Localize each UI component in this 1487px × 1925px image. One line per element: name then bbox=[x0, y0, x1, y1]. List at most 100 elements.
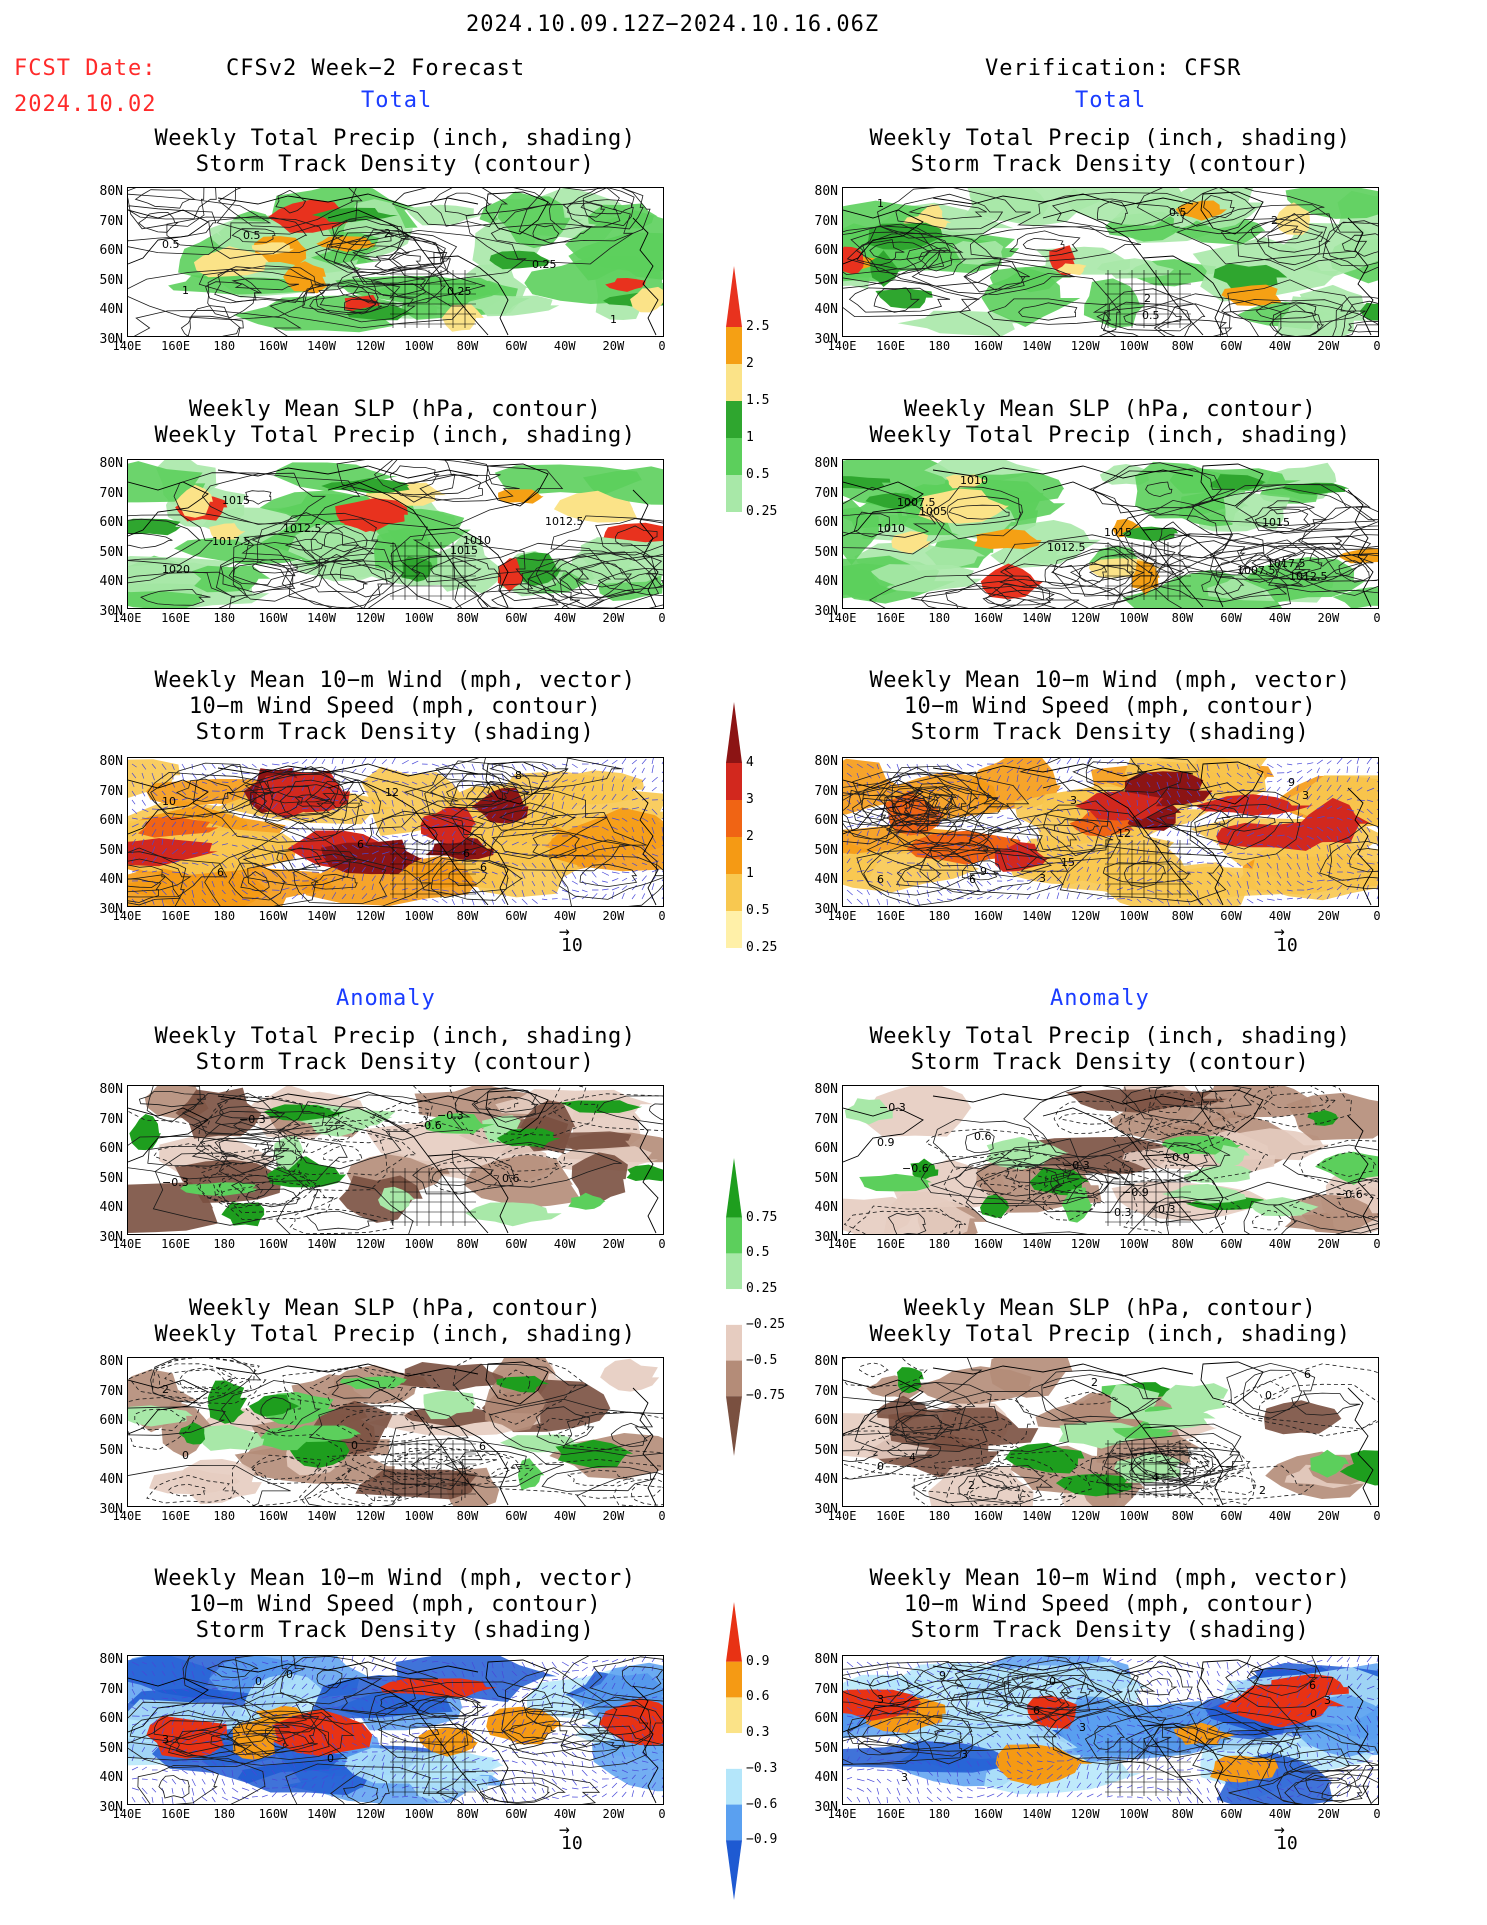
contour-label: 6 bbox=[357, 838, 364, 851]
lon-label: 40W bbox=[553, 1237, 576, 1251]
lon-label: 140E bbox=[112, 1237, 142, 1251]
lat-label: 50N bbox=[814, 272, 838, 288]
contour-label: 6 bbox=[1033, 1704, 1040, 1717]
lat-label: 80N bbox=[814, 184, 838, 199]
lat-label: 80N bbox=[814, 1652, 838, 1667]
lon-label: 180 bbox=[213, 1807, 236, 1821]
colorbar-swatch bbox=[726, 1697, 742, 1734]
lon-label: 140E bbox=[827, 1237, 857, 1251]
colorbar-swatch bbox=[726, 1217, 742, 1254]
contour-label: 1017.5 bbox=[1267, 557, 1306, 570]
lat-label: 80N bbox=[99, 1082, 123, 1097]
contour-label: 1007.5 bbox=[1237, 564, 1276, 577]
colorbar-swatch bbox=[726, 401, 742, 438]
lon-label: 140W bbox=[1022, 1237, 1051, 1251]
contour-label: 1012.5 bbox=[545, 515, 584, 528]
contour-label: 1012.5 bbox=[1047, 541, 1086, 554]
lat-label: 70N bbox=[814, 213, 838, 229]
lon-label: 60W bbox=[1220, 1807, 1242, 1821]
panel-title-6r-line3: Storm Track Density (shading) bbox=[910, 1618, 1310, 1643]
contour-label: 6 bbox=[217, 866, 224, 879]
fcst-date-value: 2024.10.02 bbox=[14, 92, 157, 117]
lon-label: 0 bbox=[1373, 339, 1381, 353]
lat-label: 80N bbox=[99, 1652, 123, 1667]
colorbar-swatch bbox=[726, 1661, 742, 1698]
colorbar-swatch bbox=[726, 1324, 742, 1361]
panel-title-1l-line2: Storm Track Density (contour) bbox=[195, 152, 595, 177]
contour-label: 2 bbox=[1271, 214, 1278, 227]
lat-label: 70N bbox=[99, 783, 123, 799]
lon-label: 40W bbox=[553, 1807, 576, 1821]
lon-label: 140W bbox=[1022, 339, 1051, 353]
colorbar-total-storm bbox=[724, 702, 744, 978]
lon-label: 180 bbox=[213, 909, 236, 923]
lon-label: 160E bbox=[876, 1509, 906, 1523]
lon-label: 160W bbox=[258, 611, 288, 625]
period-title: 2024.10.09.12Z−2024.10.16.06Z bbox=[466, 12, 880, 37]
colorbar-label: 4 bbox=[746, 755, 754, 770]
lat-label: 50N bbox=[814, 1740, 838, 1756]
map-panel-5r: 0 2 4 6 2 0 2 4 bbox=[842, 1357, 1379, 1507]
contour-label: 1012.5 bbox=[1289, 570, 1328, 583]
contour-label: 12 bbox=[1117, 827, 1131, 840]
contour-label: 1 bbox=[877, 197, 884, 210]
colorbar-swatch bbox=[726, 475, 742, 512]
lat-label: 40N bbox=[99, 302, 123, 317]
lon-label: 140W bbox=[307, 909, 336, 923]
colorbar-swatch bbox=[726, 1360, 742, 1397]
lon-label: 0 bbox=[658, 339, 666, 353]
lat-label: 30N bbox=[814, 1501, 838, 1517]
lon-label: 80W bbox=[1171, 339, 1194, 353]
lat-label: 30N bbox=[99, 603, 123, 619]
lon-label: 160W bbox=[258, 339, 288, 353]
contour-label: 1010 bbox=[960, 474, 988, 487]
contour-label: 3 bbox=[1302, 789, 1309, 802]
contour-label: −0.3 bbox=[879, 1101, 906, 1114]
lon-label: 0 bbox=[1373, 1807, 1381, 1821]
map-panel-3r: 6 6 3 9 12 15 3 3 9 bbox=[842, 757, 1379, 907]
lat-label: 50N bbox=[99, 272, 123, 288]
panel-title-6r-line1: Weekly Mean 10−m Wind (mph, vector) bbox=[869, 1566, 1351, 1591]
lon-label: 120W bbox=[1070, 1237, 1100, 1251]
lon-label: 120W bbox=[355, 611, 385, 625]
lon-label: 20W bbox=[602, 339, 625, 353]
colorbar-label: −0.5 bbox=[746, 1352, 778, 1368]
contour-label: 0 bbox=[877, 1460, 884, 1473]
lat-label: 60N bbox=[99, 243, 123, 258]
lat-label: 60N bbox=[99, 813, 123, 828]
contour-label: 9 bbox=[939, 1669, 946, 1682]
lon-label: 140E bbox=[112, 611, 142, 625]
contour-label: 10 bbox=[162, 795, 176, 808]
panel-title-3r-line1: Weekly Mean 10−m Wind (mph, vector) bbox=[869, 668, 1351, 693]
lon-label: 40W bbox=[1268, 1807, 1291, 1821]
lon-label: 80W bbox=[456, 339, 479, 353]
lat-label: 40N bbox=[814, 574, 838, 589]
lon-label: 160E bbox=[876, 909, 906, 923]
lon-label: 40W bbox=[553, 1509, 576, 1523]
lon-label: 40W bbox=[1268, 1509, 1291, 1523]
lon-label: 140E bbox=[112, 1509, 142, 1523]
lon-label: 160E bbox=[876, 339, 906, 353]
lon-label: 60W bbox=[505, 1237, 527, 1251]
contour-label: 6 bbox=[1309, 1679, 1316, 1692]
colorbar-anom-precip bbox=[724, 1158, 744, 1462]
lon-label: 180 bbox=[928, 611, 951, 625]
lon-label: 80W bbox=[456, 1237, 479, 1251]
panel-title-6r-line2: 10−m Wind Speed (mph, contour) bbox=[903, 1592, 1317, 1617]
lat-label: 30N bbox=[814, 1229, 838, 1245]
lon-label: 100W bbox=[1119, 1509, 1149, 1523]
panel-title-2r-line2: Weekly Total Precip (inch, shading) bbox=[869, 423, 1351, 448]
map-graphic: −0.3 0.6−0.6−0.3 −0.3 bbox=[128, 1086, 663, 1234]
lon-label: 120W bbox=[355, 1237, 385, 1251]
lon-label: 140W bbox=[307, 1807, 336, 1821]
vector-reference-arrow: → bbox=[1274, 921, 1285, 942]
contour-label: 4 bbox=[1152, 1471, 1159, 1484]
colorbar-label: 0.25 bbox=[746, 1281, 778, 1297]
lon-label: 160W bbox=[973, 611, 1003, 625]
lon-label: 140E bbox=[827, 339, 857, 353]
contour-label: 0 bbox=[255, 1675, 262, 1688]
contour-label: 1 bbox=[182, 284, 189, 297]
lon-label: 80W bbox=[1171, 1807, 1194, 1821]
lon-label: 140E bbox=[112, 339, 142, 353]
